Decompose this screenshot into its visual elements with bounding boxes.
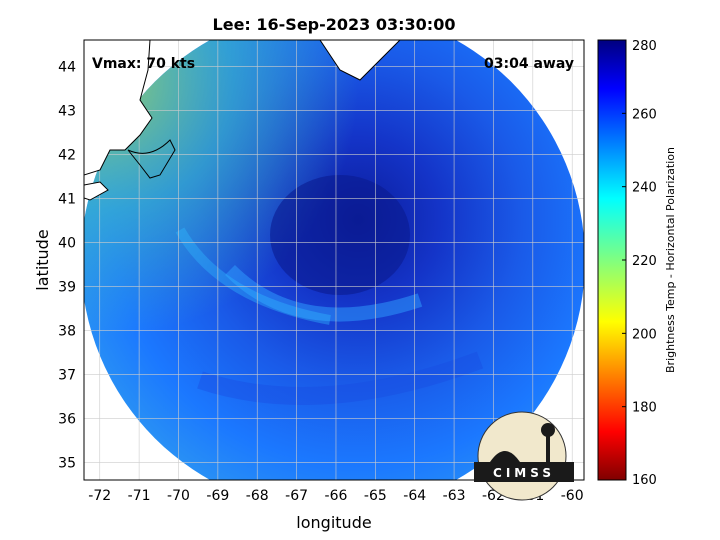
x-tick-label: -68 <box>246 488 269 504</box>
x-tick-label: -70 <box>167 488 190 504</box>
x-tick-label: -67 <box>285 488 308 504</box>
y-axis-label: latitude <box>33 229 52 290</box>
y-tick-label: 42 <box>58 147 76 163</box>
x-tick-label: -71 <box>128 488 151 504</box>
colorbar-tick-label: 180 <box>632 401 657 416</box>
y-tick-label: 35 <box>58 455 76 471</box>
time-away-annotation: 03:04 away <box>484 56 574 72</box>
x-tick-label: -63 <box>443 488 466 504</box>
y-tick-label: 44 <box>58 59 76 75</box>
colorbar-tick-label: 160 <box>632 473 657 488</box>
x-tick-labels: -72-71-70-69-68-67-66-65-64-63-62-61-60 <box>88 488 583 504</box>
colorbar-tick-label: 200 <box>632 327 657 342</box>
colorbar <box>597 39 627 481</box>
colorbar-tick-label: 280 <box>632 39 657 54</box>
y-tick-label: 39 <box>58 279 76 295</box>
x-axis-label: longitude <box>296 513 371 532</box>
coastline <box>84 40 401 201</box>
x-tick-label: -69 <box>206 488 229 504</box>
y-tick-label: 41 <box>58 191 76 207</box>
vmax-annotation: Vmax: 70 kts <box>92 56 195 72</box>
cimss-logo: CIMSS <box>474 411 574 501</box>
colorbar-tick-label: 220 <box>632 254 657 269</box>
colorbar-tick-labels: 160 180 200 220 240 260 280 <box>622 39 657 488</box>
x-tick-label: -65 <box>364 488 387 504</box>
colorbar-tick-label: 260 <box>632 107 657 122</box>
x-tick-label: -66 <box>325 488 348 504</box>
y-tick-label: 37 <box>58 367 76 383</box>
x-tick-label: -60 <box>561 488 584 504</box>
y-tick-label: 43 <box>58 103 76 119</box>
x-tick-label: -72 <box>88 488 111 504</box>
y-tick-label: 40 <box>58 235 76 251</box>
swath-image <box>84 40 584 480</box>
y-tick-label: 36 <box>58 411 76 427</box>
colorbar-tick-label: 240 <box>632 181 657 196</box>
colorbar-label: Brightness Temp - Horizontal Polarizatio… <box>664 147 677 373</box>
logo-text: CIMSS <box>493 466 555 480</box>
axes-frame <box>83 39 585 481</box>
y-tick-labels: 35 36 37 38 39 40 41 42 43 44 <box>58 59 76 471</box>
y-tick-label: 38 <box>58 323 76 339</box>
x-tick-label: -64 <box>403 488 426 504</box>
chart-title: Lee: 16-Sep-2023 03:30:00 <box>213 15 456 34</box>
